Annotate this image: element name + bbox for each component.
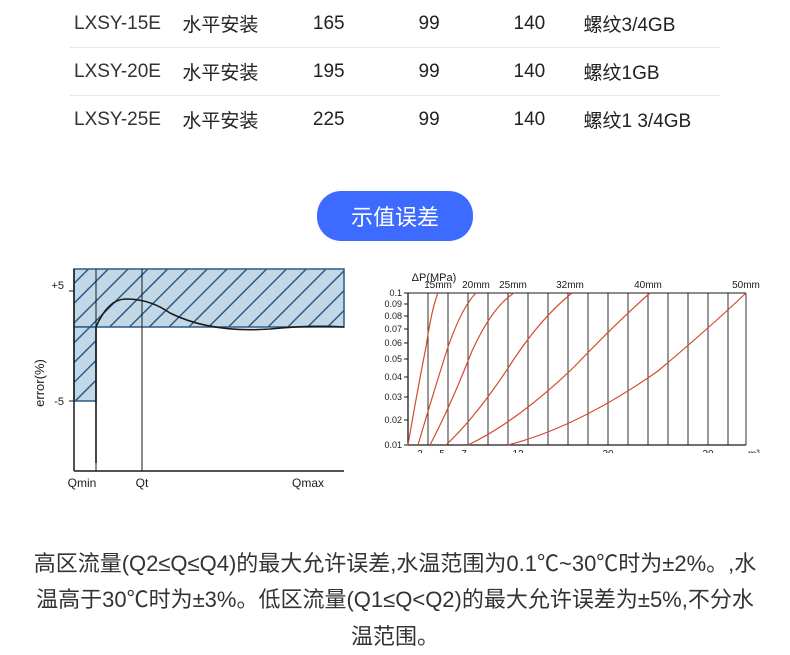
cell-install: 水平安装 [178, 0, 278, 48]
cell-length: 225 [279, 96, 379, 144]
pressure-chart: 0.10.09 0.08 0.07 0.06 0.05 0.04 0.03 0.02 0.01 1… [368, 267, 760, 458]
table-row: LXSY-20E水平安装19599140螺纹1GB [70, 48, 720, 96]
svg-text:30: 30 [702, 449, 714, 453]
cell-thread: 螺纹1 3/4GB [580, 96, 720, 144]
svg-text:0.06: 0.06 [384, 338, 402, 348]
svg-text:40mm: 40mm [634, 280, 662, 291]
svg-text:-5: -5 [54, 396, 64, 408]
svg-text:ΔP(MPa): ΔP(MPa) [412, 272, 457, 284]
svg-text:0.04: 0.04 [384, 372, 402, 382]
table-row: LXSY-25E水平安装22599140螺纹1 3/4GB [70, 96, 720, 144]
cell-install: 水平安装 [178, 48, 278, 96]
cell-width: 99 [379, 0, 479, 48]
description-text: 高区流量(Q2≤Q≤Q4)的最大允许误差,水温范围为0.1℃~30℃时为±2%。… [30, 546, 760, 655]
svg-text:0.08: 0.08 [384, 311, 402, 321]
svg-text:3: 3 [417, 449, 423, 453]
svg-text:Qmin: Qmin [68, 476, 97, 490]
cell-width: 99 [379, 48, 479, 96]
svg-text:+5: +5 [51, 280, 64, 292]
svg-text:0.01: 0.01 [384, 440, 402, 450]
cell-model: LXSY-15E [70, 0, 178, 48]
svg-text:20mm: 20mm [462, 280, 490, 291]
spec-table: LXSY-15E水平安装16599140螺纹3/4GBLXSY-20E水平安装1… [70, 0, 720, 143]
cell-height: 140 [479, 96, 579, 144]
svg-text:5: 5 [439, 449, 445, 453]
svg-text:Qt: Qt [136, 476, 149, 490]
cell-model: LXSY-25E [70, 96, 178, 144]
svg-text:32mm: 32mm [556, 280, 584, 291]
cell-height: 140 [479, 48, 579, 96]
cell-width: 99 [379, 96, 479, 144]
svg-text:25mm: 25mm [499, 280, 527, 291]
svg-text:0.05: 0.05 [384, 354, 402, 364]
svg-text:Qmax: Qmax [292, 476, 324, 490]
cell-length: 165 [279, 0, 379, 48]
svg-text:7: 7 [461, 449, 467, 453]
svg-text:0.02: 0.02 [384, 415, 402, 425]
svg-text:error(%): error(%) [32, 359, 47, 407]
svg-text:m³/h: m³/h [748, 449, 760, 453]
svg-text:0.07: 0.07 [384, 324, 402, 334]
svg-text:12: 12 [512, 449, 524, 453]
error-chart: +5 -5 Qmin Qt Qmax error(%) [30, 267, 350, 500]
cell-install: 水平安装 [178, 96, 278, 144]
svg-text:0.09: 0.09 [384, 299, 402, 309]
cell-length: 195 [279, 48, 379, 96]
svg-text:20: 20 [602, 449, 614, 453]
svg-text:0.03: 0.03 [384, 392, 402, 402]
svg-text:0.1: 0.1 [389, 288, 402, 298]
table-row: LXSY-15E水平安装16599140螺纹3/4GB [70, 0, 720, 48]
svg-text:50mm: 50mm [732, 280, 760, 291]
cell-model: LXSY-20E [70, 48, 178, 96]
cell-thread: 螺纹3/4GB [580, 0, 720, 48]
error-heading-pill[interactable]: 示值误差 [317, 191, 473, 241]
cell-height: 140 [479, 0, 579, 48]
cell-thread: 螺纹1GB [580, 48, 720, 96]
spec-table-wrapper: LXSY-15E水平安装16599140螺纹3/4GBLXSY-20E水平安装1… [70, 0, 720, 143]
